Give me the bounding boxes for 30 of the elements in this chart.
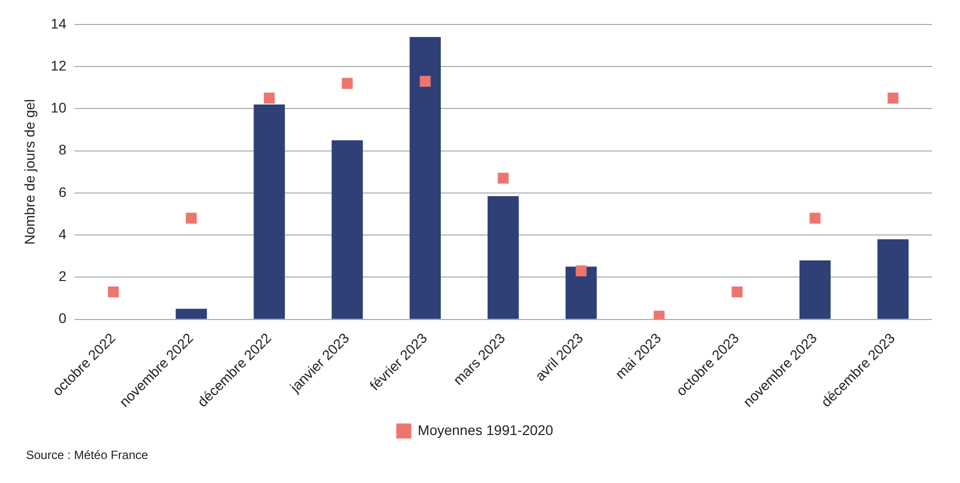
y-axis-title: Nombre de jours de gel xyxy=(21,99,38,245)
point xyxy=(498,172,509,184)
bar xyxy=(410,37,441,319)
source-note: Source : Météo France xyxy=(26,448,150,462)
y-tick-label: 12 xyxy=(50,57,67,74)
y-tick-label: 8 xyxy=(58,142,67,158)
point xyxy=(810,212,820,224)
bar xyxy=(799,260,831,319)
y-tick-label: 6 xyxy=(58,184,67,200)
point xyxy=(342,78,353,89)
point xyxy=(108,286,119,298)
point xyxy=(654,310,665,320)
legend-label: Moyennes 1991-2020 xyxy=(418,422,554,438)
y-tick-label: 10 xyxy=(50,100,67,116)
y-tick-label: 4 xyxy=(58,226,67,242)
point xyxy=(576,265,587,276)
y-tick-label: 0 xyxy=(58,310,67,326)
point xyxy=(420,76,431,87)
bar xyxy=(488,196,519,319)
bar xyxy=(176,308,207,319)
bar xyxy=(254,104,285,319)
bar xyxy=(566,266,597,319)
point xyxy=(888,92,898,104)
point xyxy=(264,92,275,104)
point xyxy=(732,286,743,298)
y-tick-label: 14 xyxy=(50,15,67,32)
bar xyxy=(332,140,363,319)
bar xyxy=(877,239,909,319)
point xyxy=(186,212,197,224)
y-tick-label: 2 xyxy=(58,268,67,284)
